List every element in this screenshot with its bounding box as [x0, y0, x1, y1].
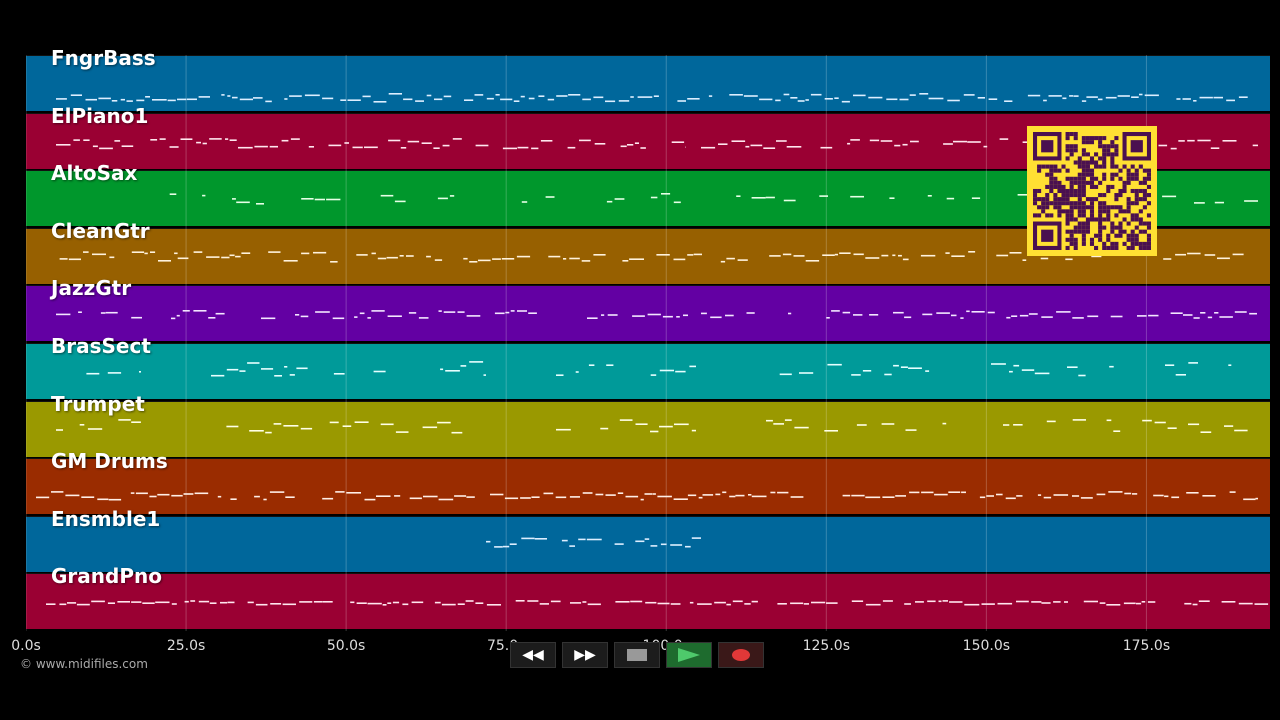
play-icon [678, 648, 700, 662]
record-button[interactable] [718, 642, 764, 668]
tick-label: 50.0s [326, 638, 366, 654]
track-name: GM Drums [51, 449, 168, 474]
record-icon [732, 649, 750, 661]
track-name: GrandPno [51, 564, 162, 589]
copyright-text: © www.midifiles.com [20, 657, 148, 671]
fast-forward-icon: ▶▶ [574, 647, 596, 663]
transport-controls: ◀◀ ▶▶ [510, 642, 772, 670]
stop-button[interactable] [614, 642, 660, 668]
fast-forward-button[interactable]: ▶▶ [562, 642, 608, 668]
track-lane: JazzGtr [26, 276, 1270, 342]
tick-label: 25.0s [166, 638, 206, 654]
tick-label: 0.0s [11, 638, 41, 654]
track-name: AltoSax [51, 161, 138, 186]
track-name: JazzGtr [51, 276, 132, 301]
tick-label: 150.0s [962, 638, 1011, 654]
track-name: ElPiano1 [51, 103, 149, 128]
track-name: CleanGtr [51, 218, 150, 243]
qr-code-image [1033, 132, 1151, 250]
tick-label: 125.0s [802, 638, 850, 654]
track-lane: Trumpet [26, 392, 1270, 457]
track-lane: FngrBass [26, 46, 1270, 111]
track-name: FngrBass [51, 46, 156, 70]
tick-label: 175.0s [1122, 638, 1171, 654]
track-name: BrasSect [51, 334, 151, 358]
track-lane: GM Drums [26, 449, 1270, 515]
stop-icon [627, 649, 647, 661]
track-lane: GrandPno [26, 564, 1270, 630]
track-lane: BrasSect [26, 334, 1270, 399]
track-name: Ensmble1 [51, 506, 161, 531]
rewind-button[interactable]: ◀◀ [510, 642, 556, 668]
play-button[interactable] [666, 642, 712, 668]
rewind-icon: ◀◀ [522, 647, 544, 663]
track-lane: Ensmble1 [26, 507, 1270, 572]
track-name: Trumpet [51, 391, 145, 416]
qr-code [1027, 126, 1157, 256]
